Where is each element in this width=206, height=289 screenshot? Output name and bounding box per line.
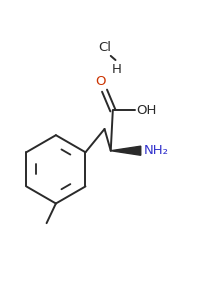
Polygon shape xyxy=(110,146,140,155)
Text: Cl: Cl xyxy=(98,41,110,54)
Text: H: H xyxy=(111,63,121,76)
Text: O: O xyxy=(95,75,105,88)
Text: OH: OH xyxy=(136,104,156,117)
Text: NH₂: NH₂ xyxy=(143,144,168,157)
